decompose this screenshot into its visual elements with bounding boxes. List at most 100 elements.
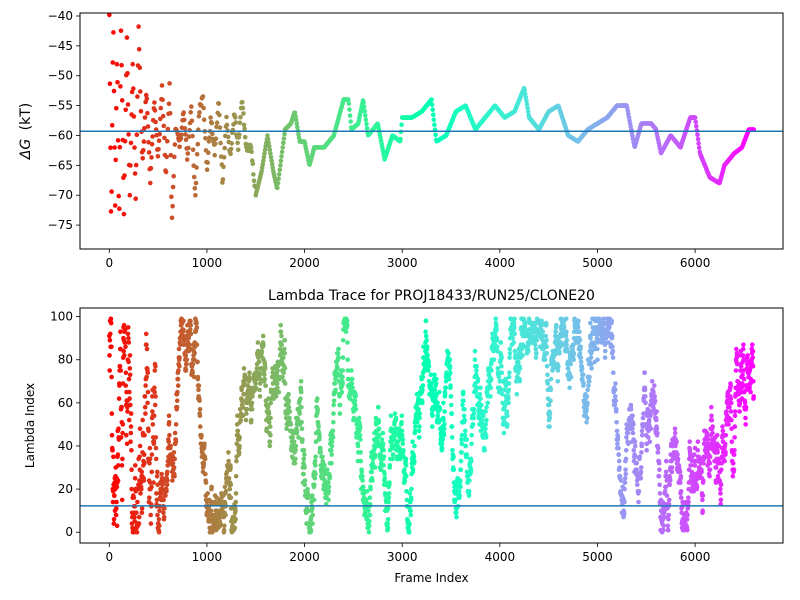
- lambda-trace-x-tick-label: 1000: [192, 550, 223, 564]
- lambda-trace-point: [249, 400, 255, 406]
- lambda-trace-x-tick-label: 5000: [582, 550, 613, 564]
- lambda-trace-point: [449, 424, 455, 429]
- lambda-trace-point: [147, 460, 152, 466]
- lambda-trace-point: [120, 456, 125, 462]
- lambda-trace-point: [156, 529, 162, 535]
- lambda-trace-point: [114, 499, 119, 505]
- lambda-trace-point: [639, 428, 645, 434]
- lambda-trace-point: [223, 512, 228, 518]
- lambda-trace-point: [417, 411, 423, 416]
- lambda-trace-point: [441, 432, 447, 438]
- lambda-trace-point: [584, 394, 590, 399]
- lambda-trace-point: [533, 346, 539, 352]
- lambda-trace-point: [173, 422, 179, 427]
- lambda-trace-point: [564, 338, 570, 343]
- lambda-trace-point: [282, 338, 288, 343]
- free-energy-point: [213, 141, 218, 146]
- lambda-trace-point: [488, 394, 493, 399]
- free-energy-point: [692, 115, 698, 120]
- lambda-trace-point: [129, 448, 134, 453]
- lambda-trace-point: [142, 394, 148, 399]
- lambda-trace-point: [126, 359, 131, 365]
- lambda-trace-point: [190, 370, 195, 376]
- lambda-trace-x-tick-label: 2000: [289, 550, 320, 564]
- free-energy-point: [183, 137, 189, 142]
- lambda-trace-point: [532, 342, 538, 348]
- free-energy-point: [346, 97, 351, 102]
- lambda-trace-point: [249, 417, 254, 423]
- lambda-trace-point: [316, 424, 321, 429]
- lambda-trace-point: [454, 514, 459, 520]
- lambda-trace-point: [119, 497, 125, 503]
- lambda-trace-point: [286, 398, 292, 404]
- lambda-trace-point: [116, 396, 122, 401]
- lambda-trace-point: [131, 495, 137, 501]
- lambda-trace-points: [107, 316, 756, 535]
- lambda-trace-point: [149, 452, 155, 457]
- lambda-trace-point: [495, 366, 501, 371]
- lambda-trace-point: [499, 370, 505, 376]
- lambda-trace-point: [152, 389, 157, 395]
- lambda-trace-point: [675, 456, 681, 462]
- free-energy-point: [431, 112, 436, 117]
- lambda-trace-point: [302, 452, 307, 457]
- lambda-trace-y-axis-label: Lambda Index: [23, 383, 37, 468]
- lambda-trace-point: [471, 415, 477, 421]
- lambda-trace-y-tick-label: 0: [65, 525, 73, 539]
- lambda-trace-point: [420, 383, 426, 388]
- lambda-trace-point: [610, 348, 616, 354]
- lambda-trace-point: [463, 428, 468, 434]
- free-energy-point: [212, 152, 217, 158]
- lambda-trace-point: [181, 318, 186, 324]
- lambda-trace-point: [709, 404, 714, 410]
- lambda-trace-point: [740, 372, 745, 378]
- lambda-trace-point: [349, 368, 354, 373]
- lambda-trace-y-ticks: 0 20 40 60 80 100: [50, 310, 80, 539]
- lambda-trace-point: [437, 389, 442, 395]
- lambda-trace-point: [286, 391, 291, 397]
- lambda-trace-point: [512, 348, 518, 354]
- free-energy-point: [248, 145, 254, 150]
- lambda-trace-point: [403, 456, 409, 462]
- lambda-trace-point: [672, 426, 678, 432]
- lambda-trace-point: [453, 497, 458, 503]
- free-energy-point: [158, 116, 163, 122]
- lambda-trace-point: [138, 491, 143, 496]
- lambda-trace-point: [420, 387, 425, 393]
- lambda-trace-point: [638, 476, 644, 481]
- lambda-trace-point: [164, 482, 170, 488]
- lambda-trace-point: [329, 460, 334, 466]
- lambda-trace-point: [556, 363, 561, 369]
- lambda-trace-point: [376, 420, 382, 425]
- lambda-trace-point: [661, 514, 667, 520]
- lambda-trace-point: [734, 353, 740, 358]
- lambda-trace-point: [288, 422, 294, 427]
- lambda-trace-point: [201, 460, 207, 466]
- free-energy-point: [141, 139, 147, 144]
- free-energy-point: [696, 141, 701, 146]
- free-energy-point: [206, 139, 212, 144]
- lambda-trace-point: [714, 432, 720, 438]
- lambda-trace-point: [121, 322, 127, 328]
- lambda-trace-point: [373, 454, 378, 460]
- lambda-trace-point: [287, 415, 292, 421]
- free-energy-point: [235, 140, 240, 146]
- free-energy-point: [237, 120, 243, 125]
- lambda-trace-point: [467, 478, 472, 483]
- lambda-trace-point: [652, 383, 657, 388]
- lambda-trace-point: [687, 439, 692, 445]
- lambda-trace-point: [547, 411, 553, 416]
- lambda-trace-point: [153, 456, 159, 462]
- lambda-trace-point: [704, 430, 710, 436]
- lambda-trace-point: [344, 318, 350, 324]
- lambda-trace-point: [124, 432, 129, 438]
- lambda-trace-point: [631, 422, 636, 427]
- lambda-trace-point: [545, 372, 550, 378]
- lambda-trace-point: [114, 506, 119, 511]
- lambda-trace-point: [655, 450, 661, 455]
- free-energy-y-tick-label: −75: [48, 218, 73, 232]
- lambda-trace-point: [107, 338, 113, 343]
- lambda-trace-point: [192, 351, 197, 356]
- lambda-trace-point: [656, 460, 662, 466]
- free-energy-point: [107, 81, 113, 86]
